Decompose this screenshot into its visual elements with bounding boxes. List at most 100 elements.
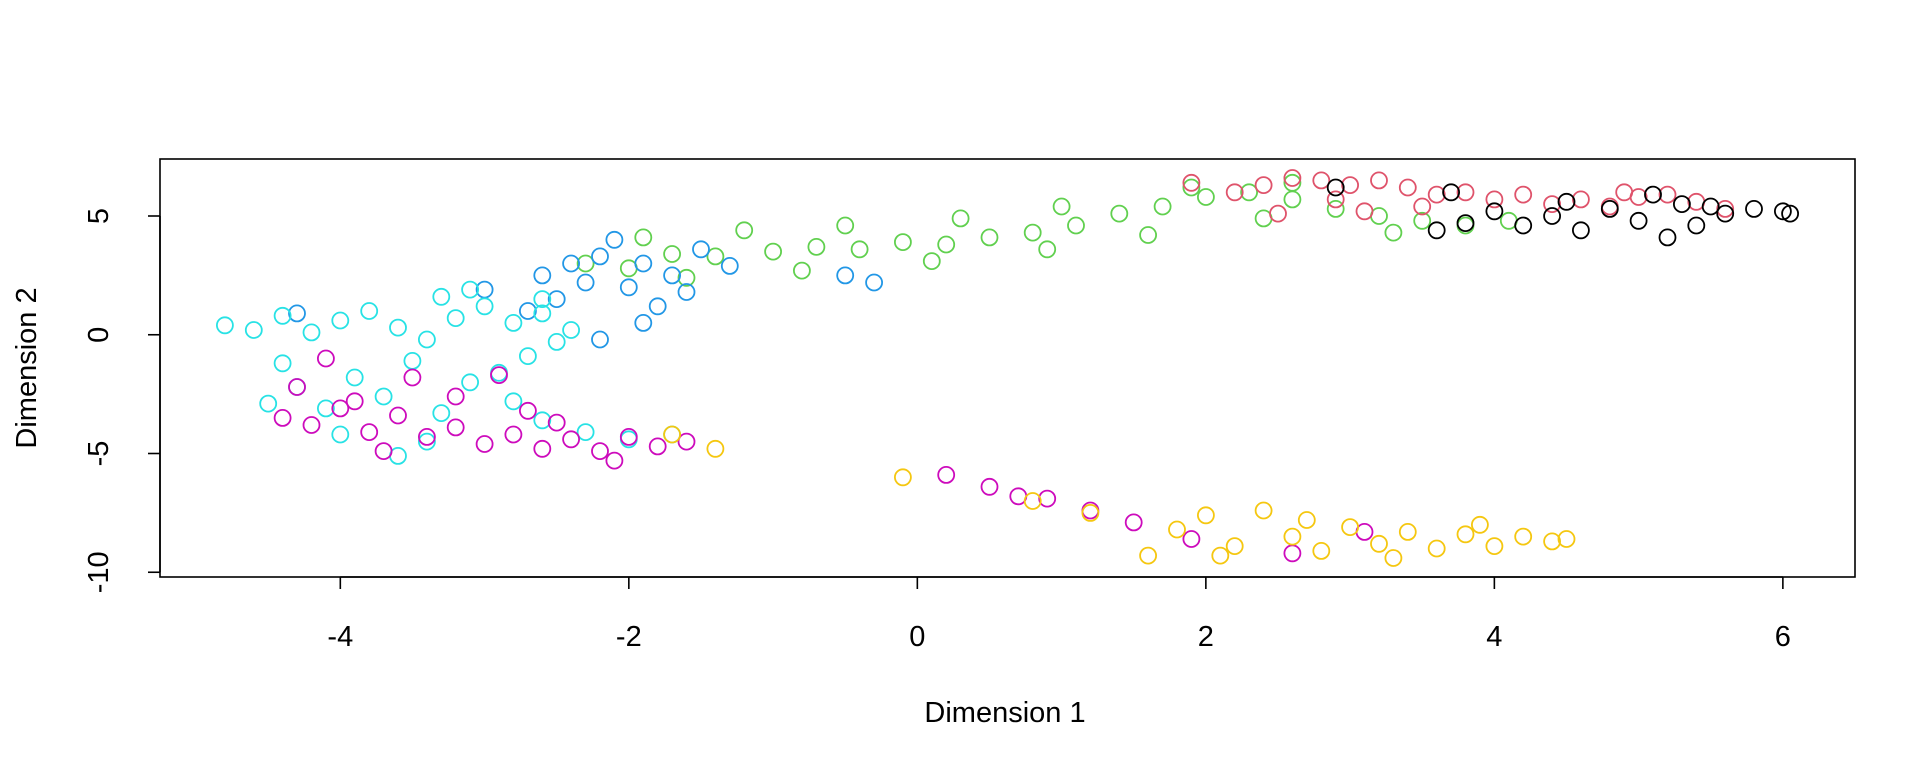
data-point [446,418,465,437]
data-point [1456,525,1475,544]
data-point [215,316,234,335]
data-point [331,311,350,330]
x-tick-label: -4 [327,621,353,653]
data-point [259,394,278,413]
y-tick-label: -5 [83,441,115,467]
data-point [1514,185,1533,204]
data-point [1370,207,1388,225]
series-6 [1326,178,1799,247]
data-point [692,240,710,259]
data-point [1139,546,1157,565]
data-point [533,266,552,285]
data-point [562,430,580,449]
data-point [1413,211,1432,230]
data-point [1485,190,1504,209]
data-point [316,399,335,418]
data-point [605,230,624,249]
y-tick-label: -10 [83,551,115,593]
data-point [1398,523,1417,541]
data-point [1456,183,1475,202]
data-point [1600,199,1619,218]
data-point [1182,173,1201,192]
data-point [576,273,595,292]
series-3 [273,349,1374,563]
data-point [1110,204,1129,223]
data-point [836,266,855,285]
data-point [1543,532,1561,551]
data-point [591,247,609,266]
data-point [922,252,941,271]
data-point [1182,530,1201,548]
data-point [417,432,436,451]
data-point [519,401,537,420]
data-point [1269,204,1287,223]
data-point [1283,190,1302,209]
data-point [1781,204,1799,223]
data-point [576,423,595,442]
data-point [865,273,883,292]
x-tick-label: 2 [1198,621,1214,653]
data-point [1427,221,1446,240]
data-point [720,256,739,275]
data-point [1355,202,1374,221]
x-tick-label: -2 [616,621,642,653]
data-point [1442,183,1460,202]
data-point [1687,216,1706,235]
data-point [648,297,667,316]
data-point [1644,185,1662,204]
data-point [591,330,609,349]
data-point [1658,228,1677,247]
data-point [1124,513,1143,532]
data-point [1182,178,1201,197]
data-point [533,439,552,458]
data-point [1514,216,1533,235]
data-point [475,297,494,316]
data-point [360,302,379,320]
data-point [1370,534,1388,553]
y-axis-label: Dimension 2 [11,287,43,448]
data-point [605,451,624,470]
data-point [634,254,653,273]
data-point [1326,178,1345,197]
x-axis-label: Dimension 1 [924,697,1085,729]
data-point [461,280,480,299]
data-point [1211,546,1230,565]
data-point [403,351,422,370]
data-point [576,254,595,273]
series-2 [215,280,681,465]
data-point [1701,197,1720,216]
series-1 [288,230,883,349]
data-point [1067,216,1085,235]
data-point [1629,211,1648,230]
y-tick-label: 5 [83,208,115,224]
data-point [562,254,580,273]
data-point [1297,511,1316,529]
data-point [677,268,696,287]
data-point [793,261,811,280]
data-point [634,313,653,332]
data-point [273,306,292,325]
data-point [345,368,364,387]
data-point [591,442,609,461]
data-point [446,387,465,406]
data-point [663,266,681,285]
data-point [1716,199,1735,218]
data-point [1543,195,1561,214]
data-point [316,349,335,368]
data-point [1283,173,1302,192]
data-point [360,423,379,442]
data-point [389,406,407,425]
data-point [374,387,393,406]
data-point [937,465,956,484]
data-point [403,368,422,387]
data-point [519,302,537,320]
data-point [1038,240,1057,259]
data-point [331,399,350,418]
data-point [1745,199,1763,218]
x-tick-label: 6 [1775,621,1791,653]
data-point [1471,515,1489,534]
series-4 [663,425,1576,567]
data-point [244,321,263,339]
data-point [706,247,725,266]
data-point [1572,221,1590,240]
